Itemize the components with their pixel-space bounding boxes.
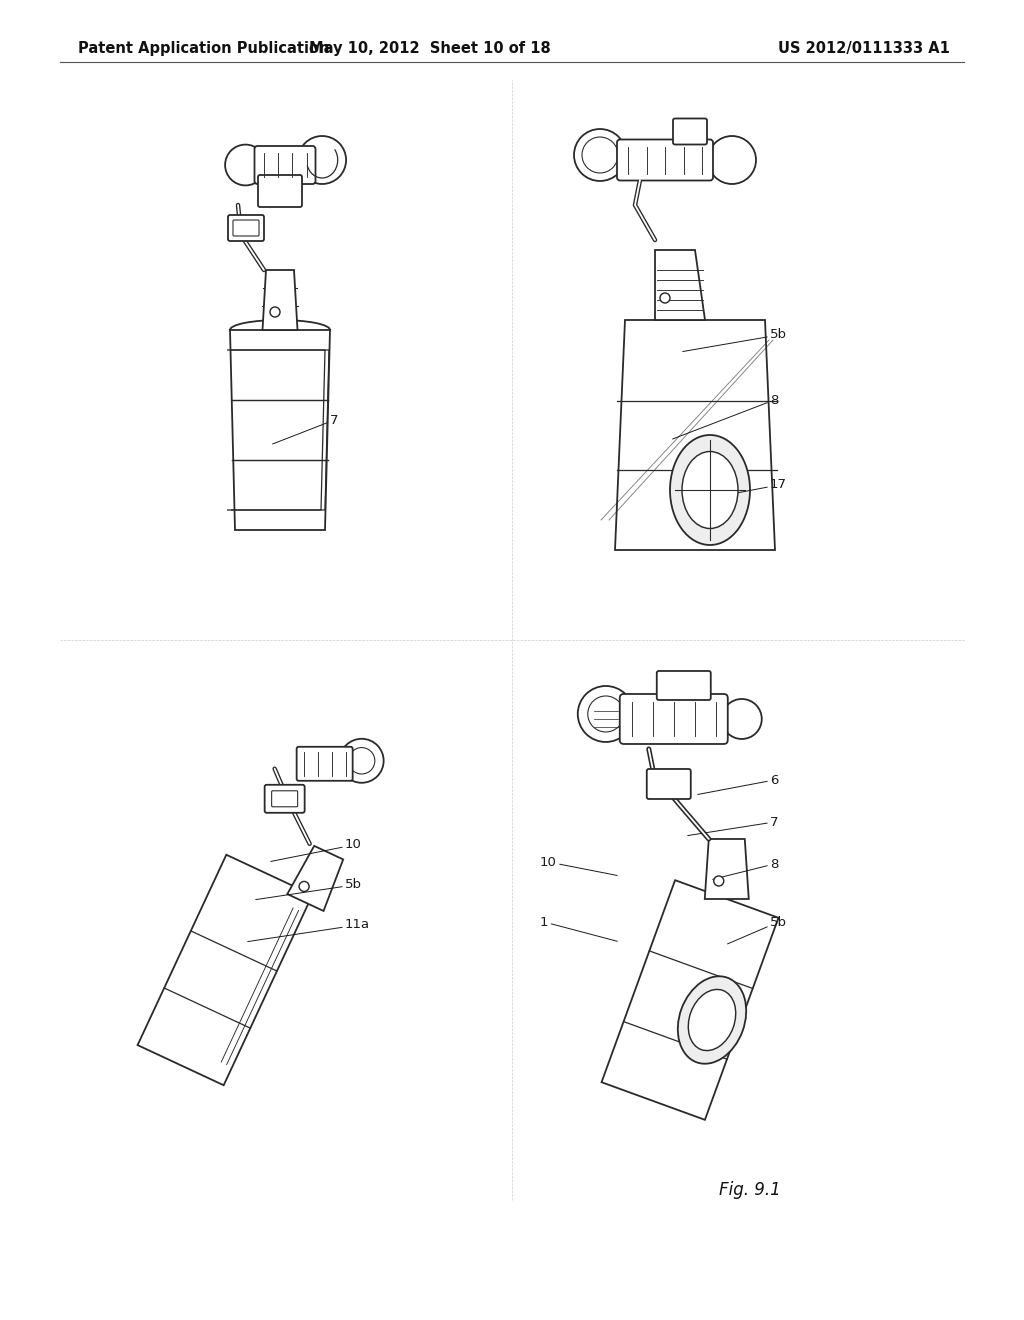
- Polygon shape: [230, 330, 330, 531]
- Text: 5b: 5b: [256, 879, 362, 900]
- FancyBboxPatch shape: [673, 119, 707, 144]
- Text: 6: 6: [697, 774, 778, 795]
- Ellipse shape: [678, 977, 746, 1064]
- FancyBboxPatch shape: [258, 176, 302, 207]
- Circle shape: [714, 876, 724, 886]
- Ellipse shape: [688, 990, 735, 1051]
- Text: 8: 8: [673, 393, 778, 440]
- FancyBboxPatch shape: [233, 220, 259, 236]
- Text: 8: 8: [713, 858, 778, 879]
- FancyBboxPatch shape: [297, 747, 352, 781]
- Circle shape: [708, 136, 756, 183]
- Circle shape: [660, 293, 670, 304]
- FancyBboxPatch shape: [656, 671, 711, 700]
- Text: 11a: 11a: [248, 919, 370, 941]
- Circle shape: [348, 747, 375, 774]
- FancyBboxPatch shape: [264, 785, 305, 813]
- Text: 7: 7: [688, 816, 778, 836]
- Polygon shape: [137, 855, 312, 1085]
- Circle shape: [270, 308, 280, 317]
- FancyBboxPatch shape: [617, 140, 713, 181]
- Circle shape: [340, 739, 384, 783]
- Polygon shape: [615, 319, 775, 550]
- Polygon shape: [262, 271, 298, 330]
- FancyBboxPatch shape: [620, 694, 728, 744]
- Text: May 10, 2012  Sheet 10 of 18: May 10, 2012 Sheet 10 of 18: [309, 41, 551, 55]
- Ellipse shape: [682, 451, 738, 528]
- Text: 7: 7: [272, 413, 339, 444]
- Circle shape: [574, 129, 626, 181]
- Circle shape: [588, 696, 624, 733]
- Text: 17: 17: [702, 479, 787, 499]
- Circle shape: [225, 145, 266, 185]
- Circle shape: [299, 882, 309, 891]
- FancyBboxPatch shape: [647, 770, 691, 799]
- Text: 1: 1: [540, 916, 617, 941]
- Circle shape: [298, 136, 346, 183]
- Circle shape: [578, 686, 634, 742]
- Circle shape: [722, 700, 762, 739]
- Polygon shape: [655, 249, 705, 319]
- FancyBboxPatch shape: [255, 147, 315, 183]
- Text: 5b: 5b: [728, 916, 787, 944]
- Ellipse shape: [670, 436, 750, 545]
- Text: Patent Application Publication: Patent Application Publication: [78, 41, 330, 55]
- Polygon shape: [288, 846, 343, 911]
- FancyBboxPatch shape: [271, 791, 298, 807]
- FancyBboxPatch shape: [228, 215, 264, 242]
- Circle shape: [582, 137, 618, 173]
- Text: US 2012/0111333 A1: US 2012/0111333 A1: [778, 41, 950, 55]
- Text: Fig. 9.1: Fig. 9.1: [719, 1181, 781, 1199]
- Text: 5b: 5b: [683, 329, 787, 351]
- Polygon shape: [601, 880, 778, 1119]
- Text: 10: 10: [540, 855, 617, 875]
- Polygon shape: [705, 840, 749, 899]
- Text: 10: 10: [270, 838, 361, 862]
